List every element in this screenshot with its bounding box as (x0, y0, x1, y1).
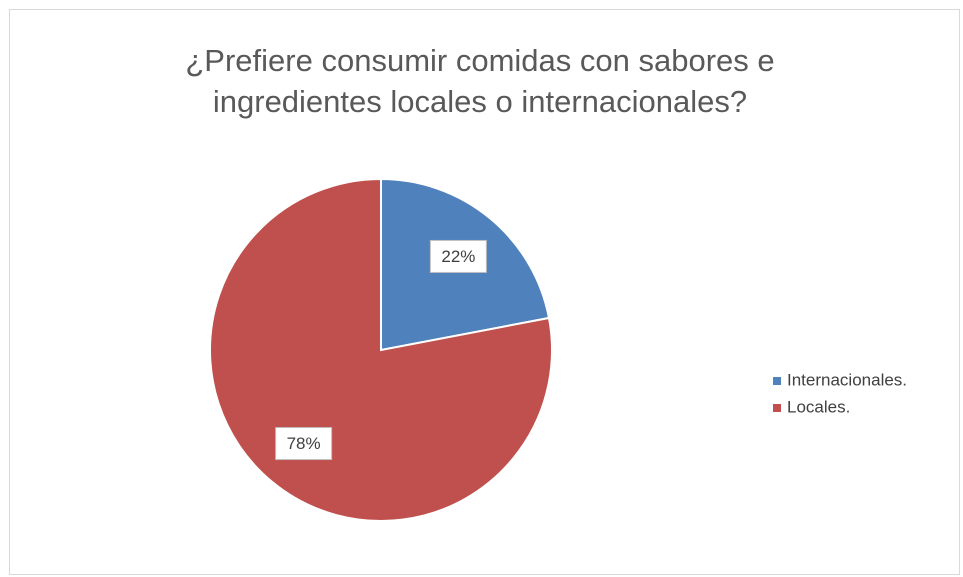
legend-swatch (773, 404, 781, 412)
legend-label: Locales. (787, 397, 850, 416)
legend-label: Internacionales. (787, 370, 907, 389)
chart-title: ¿Prefiere consumir comidas con sabores e (185, 43, 774, 78)
data-label: 78% (287, 434, 321, 453)
data-label-box (275, 427, 333, 461)
chart-title: ingredientes locales o internacionales? (213, 84, 747, 119)
data-label-box (429, 239, 487, 273)
legend-swatch (773, 377, 781, 385)
data-label: 22% (441, 247, 475, 266)
